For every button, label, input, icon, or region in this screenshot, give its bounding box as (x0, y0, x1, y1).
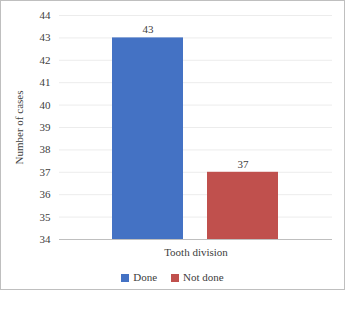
svg-text:36: 36 (40, 188, 52, 200)
svg-text:44: 44 (40, 9, 52, 21)
svg-text:37: 37 (238, 158, 250, 170)
svg-text:Number of cases: Number of cases (13, 91, 25, 165)
html-text:Done: Done (133, 271, 158, 283)
svg-text:43: 43 (143, 23, 155, 35)
svg-text:41: 41 (40, 76, 51, 88)
svg-text:40: 40 (40, 99, 52, 111)
svg-text:35: 35 (40, 211, 52, 223)
svg-text:38: 38 (40, 143, 52, 155)
svg-text:43: 43 (40, 31, 52, 43)
svg-text:39: 39 (40, 121, 52, 133)
html-text:Not done: Not done (183, 271, 224, 283)
svg-text:42: 42 (40, 54, 51, 66)
svg-text:Tooth division: Tooth division (164, 246, 228, 258)
svg-text:34: 34 (40, 233, 52, 245)
svg-text:37: 37 (40, 166, 52, 178)
